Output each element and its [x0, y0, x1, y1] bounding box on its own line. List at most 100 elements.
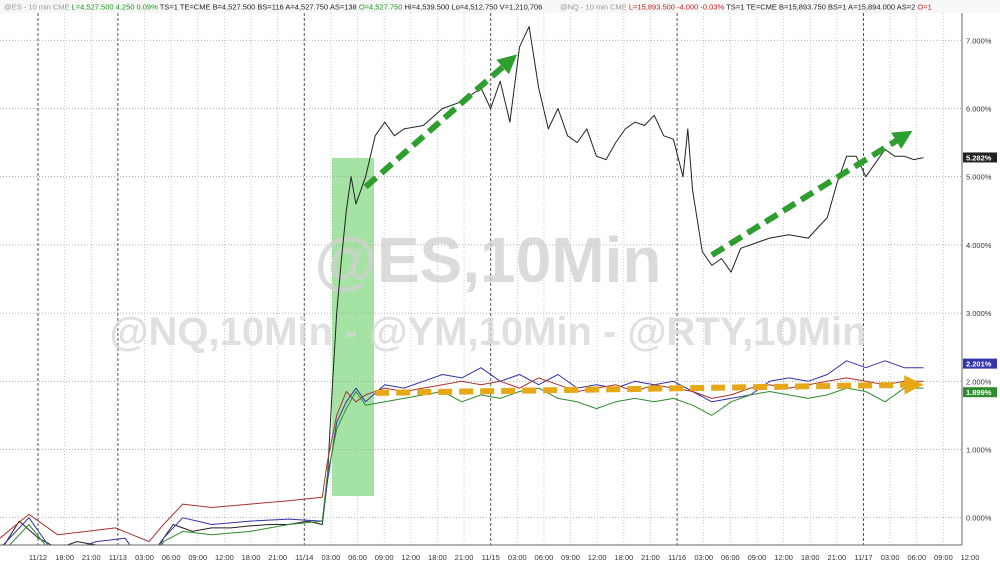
- header-bar: @ES - 10 min CME L=4,527.500 4.250 0.09%…: [0, 0, 1000, 13]
- x-tick-label: 06:00: [162, 553, 181, 562]
- x-tick-label: 09:00: [748, 553, 767, 562]
- y-axis-background: [962, 13, 1000, 545]
- x-tick-label: 21:00: [82, 553, 101, 562]
- right-field: TS=1: [724, 3, 744, 12]
- x-tick-label: 18:00: [428, 553, 447, 562]
- y-tick-label: 1.000%: [966, 446, 992, 455]
- x-tick-label: 06:00: [721, 553, 740, 562]
- x-tick-label: 11/16: [668, 553, 686, 562]
- last-value-label: 2.201%: [966, 360, 992, 369]
- series-line-2: [0, 360, 924, 568]
- watermark-line-2: @NQ,10Min - @YM,10Min - @RTY,10Min: [109, 310, 866, 354]
- x-axis: 11/12 18:00 21:00 11/13 03:00 06:00 09:00 12:00…: [0, 544, 1000, 568]
- x-tick-label: 21:00: [455, 553, 474, 562]
- right-field: BS=1: [826, 3, 847, 12]
- x-tick-label: 03:00: [135, 553, 154, 562]
- y-tick-label: 4.000%: [966, 241, 992, 250]
- left-field: 4.250: [114, 3, 135, 12]
- right-field: -4.000: [675, 3, 698, 12]
- last-value-label: 5.282%: [966, 153, 992, 162]
- left-field: L=4,527.500: [70, 3, 114, 12]
- last-value-label: 1.899%: [966, 388, 992, 397]
- left-field: Hi=4,539.500: [402, 3, 449, 12]
- left-field: V=1,210,706: [498, 3, 543, 12]
- left-field: TS=1: [158, 3, 178, 12]
- x-tick-label: 12:00: [215, 553, 234, 562]
- x-tick-label: 03:00: [322, 553, 341, 562]
- x-tick-label: 06:00: [348, 553, 367, 562]
- right-field: L=15,893.500: [627, 3, 675, 12]
- trend-arrow-3: [375, 375, 924, 396]
- x-tick-label: 21:00: [268, 553, 287, 562]
- trend-arrow-2: [710, 130, 913, 258]
- x-tick-label: 03:00: [694, 553, 713, 562]
- x-tick-label: 06:00: [535, 553, 554, 562]
- x-axis-background: [0, 545, 1000, 568]
- plot-background: [0, 13, 962, 545]
- right-field: A=15,894.000: [847, 3, 896, 12]
- x-tick-label: 11/13: [109, 553, 127, 562]
- x-tick-label: 18:00: [801, 553, 820, 562]
- x-tick-label: 03:00: [508, 553, 527, 562]
- right-field: @NQ - 10 min CME: [560, 3, 627, 12]
- x-tick-label: 09:00: [375, 553, 394, 562]
- y-tick-label: 3.000%: [966, 309, 992, 318]
- left-field: AS=138: [328, 3, 357, 12]
- left-field: @ES - 10 min CME: [4, 3, 70, 12]
- right-field: TE=CME: [744, 3, 777, 12]
- x-tick-label: 11/14: [295, 553, 313, 562]
- y-tick-label: 2.000%: [966, 377, 992, 386]
- last-value-labels: 5.282% 2.201% 1.899%: [963, 152, 997, 398]
- x-tick-label: 09:00: [561, 553, 580, 562]
- left-field: A=4,527.750: [284, 3, 328, 12]
- trend-arrow-1: [363, 54, 518, 190]
- trend-arrows: [363, 54, 924, 396]
- right-field: AS=2: [895, 3, 915, 12]
- last-value-badge: [963, 358, 997, 369]
- header-right-quote: @NQ - 10 min CME L=15,893.500 -4.000 -0.…: [560, 3, 932, 12]
- last-value-badge: [963, 387, 997, 398]
- last-value-badge: [963, 152, 997, 163]
- right-field: B=15,893.750: [777, 3, 826, 12]
- x-tick-label: 03:00: [881, 553, 900, 562]
- left-field: 0.09%: [134, 3, 158, 12]
- header-left-quote: @ES - 10 min CME L=4,527.500 4.250 0.09%…: [4, 3, 542, 12]
- highlight-band: [332, 158, 374, 496]
- highlight-band-rect: [332, 158, 374, 496]
- right-field: -0.03%: [698, 3, 724, 12]
- x-tick-label: 09:00: [188, 553, 207, 562]
- x-tick-label: 09:00: [934, 553, 953, 562]
- y-tick-label: 7.000%: [966, 36, 992, 45]
- x-tick-label: 18:00: [55, 553, 74, 562]
- left-field: B=4,527.500: [210, 3, 255, 12]
- left-field: BS=116: [255, 3, 283, 12]
- x-tick-label: 18:00: [242, 553, 261, 562]
- header-background: [0, 0, 1000, 13]
- y-tick-label: 6.000%: [966, 104, 992, 113]
- watermark-line-1: @ES,10Min: [315, 224, 662, 296]
- series-line-4: [0, 387, 924, 568]
- x-tick-label: 11/15: [482, 553, 500, 562]
- grid: [0, 13, 971, 545]
- x-tick-label: 18:00: [614, 553, 633, 562]
- y-tick-label: 0.000%: [966, 514, 992, 523]
- left-field: TE=CME: [178, 3, 211, 12]
- x-tick-label: 12:00: [588, 553, 607, 562]
- y-tick-label: 5.000%: [966, 173, 992, 182]
- y-axis: 0.000% 1.000% 2.000% 3.000% 4.000% 5.000% 6.00…: [961, 13, 1000, 545]
- left-field: O=4,527.750: [357, 3, 403, 12]
- x-tick-label: 21:00: [641, 553, 660, 562]
- x-tick-label: 11/17: [854, 553, 872, 562]
- left-field: Lo=4,512.750: [449, 3, 497, 12]
- x-tick-label: 06:00: [907, 553, 926, 562]
- x-tick-label: 12:00: [961, 553, 980, 562]
- watermark: @ES,10Min @NQ,10Min - @YM,10Min - @RTY,1…: [109, 224, 866, 354]
- x-tick-label: 12:00: [401, 553, 420, 562]
- x-tick-label: 21:00: [827, 553, 846, 562]
- right-field: O=1: [915, 3, 931, 12]
- x-tick-label: 12:00: [774, 553, 793, 562]
- x-tick-label: 11/12: [29, 553, 47, 562]
- series-line-1: [0, 26, 924, 566]
- plot-area: [0, 13, 962, 545]
